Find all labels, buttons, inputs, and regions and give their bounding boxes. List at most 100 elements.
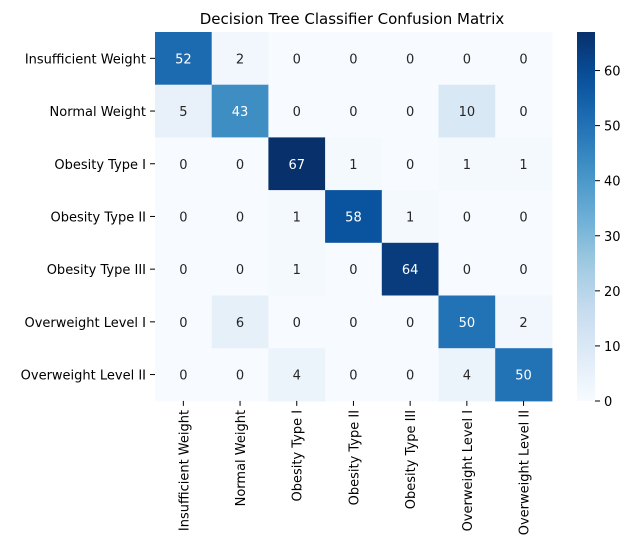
cell-value-label: 5 xyxy=(179,105,187,120)
heatmap-cell xyxy=(438,190,496,244)
cell-value-label: 0 xyxy=(179,369,187,384)
cell-value-label: 0 xyxy=(179,210,187,225)
heatmap-cell xyxy=(211,295,269,349)
cell-value-label: 0 xyxy=(349,369,357,384)
heatmap-cell xyxy=(155,84,213,138)
colorbar-tick-label: 10 xyxy=(604,340,621,355)
colorbar-tick-label: 0 xyxy=(604,395,612,410)
heatmap-cell xyxy=(211,348,269,402)
cell-value-label: 0 xyxy=(179,158,187,173)
heatmap-cell xyxy=(325,84,383,138)
colorbar-ticks: 0 10 20 30 40 50 60 xyxy=(595,65,621,410)
heatmap-cell xyxy=(325,32,383,86)
heatmap-annotations: 52 2 0 0 0 0 05 43 0 0 0 10 00 0 67 1 0 1 10 0 1 58 1 0 00 0 1 0 64 0… xyxy=(175,52,532,383)
cell-value-label: 4 xyxy=(293,369,301,384)
heatmap-cell xyxy=(155,32,213,86)
y-tick-label: Obesity Type I xyxy=(54,158,146,173)
heatmap-cell xyxy=(438,84,496,138)
cell-value-label: 50 xyxy=(515,369,532,384)
heatmap-cell xyxy=(155,137,213,191)
heatmap-cell xyxy=(155,348,213,402)
heatmap-cell xyxy=(155,190,213,244)
cell-value-label: 0 xyxy=(349,316,357,331)
cell-value-label: 0 xyxy=(293,316,301,331)
y-tick-label: Insufficient Weight xyxy=(25,52,146,67)
colorbar xyxy=(577,32,595,401)
cell-value-label: 1 xyxy=(519,158,527,173)
cell-value-label: 1 xyxy=(293,210,301,225)
colorbar-tick-label: 50 xyxy=(604,120,621,135)
heatmap-cell xyxy=(438,137,496,191)
heatmap-cell xyxy=(438,32,496,86)
heatmap-cell xyxy=(268,295,326,349)
colorbar-tick-label: 40 xyxy=(604,175,621,190)
heatmap-cell xyxy=(268,242,326,296)
cell-value-label: 2 xyxy=(236,52,244,67)
cell-value-label: 0 xyxy=(463,52,471,67)
heatmap-cell xyxy=(381,348,439,402)
cell-value-label: 1 xyxy=(349,158,357,173)
cell-value-label: 1 xyxy=(463,158,471,173)
heatmap-cell xyxy=(211,190,269,244)
cell-value-label: 0 xyxy=(236,210,244,225)
heatmap-cells xyxy=(155,32,553,402)
y-tick-label: Normal Weight xyxy=(50,105,146,120)
cell-value-label: 0 xyxy=(179,263,187,278)
cell-value-label: 0 xyxy=(349,263,357,278)
cell-value-label: 67 xyxy=(288,158,305,173)
y-tick-label: Obesity Type III xyxy=(47,263,146,278)
cell-value-label: 0 xyxy=(293,52,301,67)
y-axis: Insufficient Weight Normal Weight Obesity … xyxy=(21,52,155,384)
heatmap-cell xyxy=(211,137,269,191)
heatmap-cell xyxy=(495,190,553,244)
colorbar-tick-label: 20 xyxy=(604,285,621,300)
heatmap-cell xyxy=(155,295,213,349)
colorbar-tick-label: 30 xyxy=(604,230,621,245)
heatmap-cell xyxy=(325,190,383,244)
heatmap-cell xyxy=(381,32,439,86)
cell-value-label: 1 xyxy=(406,210,414,225)
heatmap-cell xyxy=(325,137,383,191)
x-tick-label: Overweight Level I xyxy=(461,410,476,532)
heatmap-cell xyxy=(381,295,439,349)
cell-value-label: 4 xyxy=(463,369,471,384)
cell-value-label: 0 xyxy=(406,158,414,173)
y-tick-label: Overweight Level II xyxy=(21,369,146,384)
cell-value-label: 10 xyxy=(459,105,476,120)
chart-title: Decision Tree Classifier Confusion Matri… xyxy=(200,10,505,28)
cell-value-label: 0 xyxy=(519,52,527,67)
heatmap-cell xyxy=(495,295,553,349)
cell-value-label: 52 xyxy=(175,52,192,67)
heatmap-cell xyxy=(495,84,553,138)
cell-value-label: 58 xyxy=(345,210,362,225)
heatmap-cell xyxy=(438,295,496,349)
heatmap-cell xyxy=(381,84,439,138)
heatmap-cell xyxy=(155,242,213,296)
cell-value-label: 0 xyxy=(406,369,414,384)
heatmap-cell xyxy=(381,242,439,296)
heatmap-cell xyxy=(495,32,553,86)
heatmap-cell xyxy=(268,348,326,402)
x-tick-label: Overweight Level II xyxy=(518,410,533,535)
heatmap-cell xyxy=(211,84,269,138)
cell-value-label: 0 xyxy=(179,316,187,331)
heatmap-cell xyxy=(495,242,553,296)
heatmap-cell xyxy=(268,137,326,191)
y-tick-label: Overweight Level I xyxy=(24,316,146,331)
y-tick-label: Obesity Type II xyxy=(51,210,146,225)
cell-value-label: 1 xyxy=(293,263,301,278)
cell-value-label: 0 xyxy=(463,210,471,225)
cell-value-label: 6 xyxy=(236,316,244,331)
cell-value-label: 0 xyxy=(406,105,414,120)
heatmap-cell xyxy=(211,242,269,296)
x-tick-label: Obesity Type I xyxy=(291,410,306,502)
heatmap-cell xyxy=(268,190,326,244)
cell-value-label: 64 xyxy=(402,263,419,278)
heatmap-cell xyxy=(268,32,326,86)
cell-value-label: 0 xyxy=(293,105,301,120)
heatmap-cell xyxy=(438,242,496,296)
cell-value-label: 0 xyxy=(236,158,244,173)
x-tick-label: Obesity Type II xyxy=(347,410,362,505)
heatmap-cell xyxy=(495,348,553,402)
heatmap-cell xyxy=(381,137,439,191)
